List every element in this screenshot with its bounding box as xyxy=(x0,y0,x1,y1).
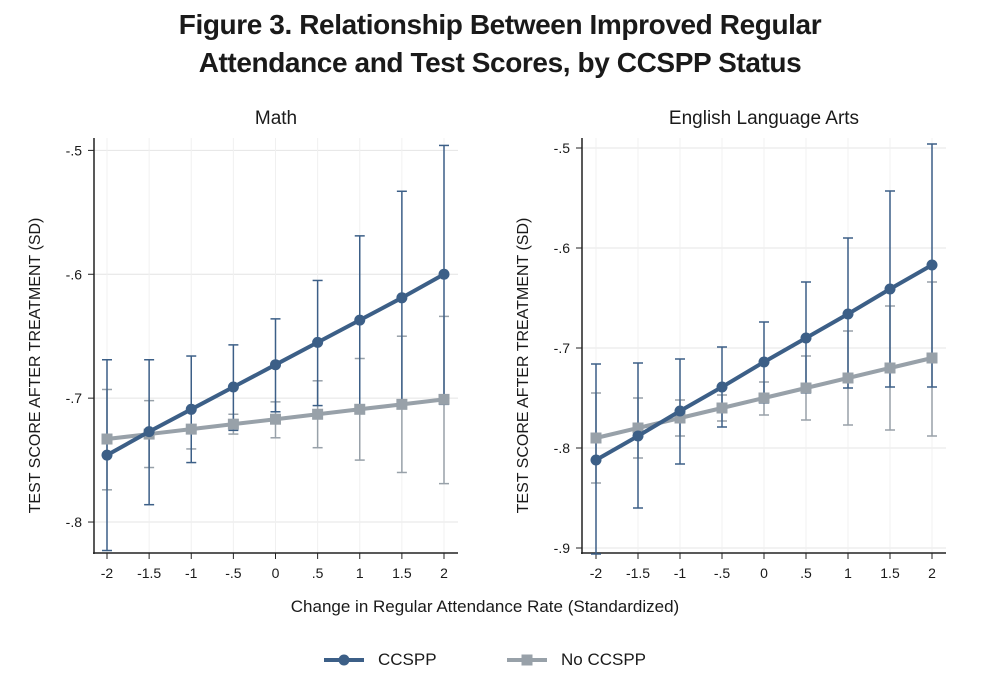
legend-item-ccspp: CCSPP xyxy=(322,646,437,674)
x-tick-label: .5 xyxy=(312,565,324,581)
point-ccspp xyxy=(674,405,686,417)
panel-ela: English Language Arts -.5 -.6 -.7 -.8 -.9 -2 -1… xyxy=(515,108,946,581)
point-ccspp xyxy=(842,308,854,320)
point-ccspp xyxy=(185,403,197,415)
figure-title-line-2: Attendance and Test Scores, by CCSPP Sta… xyxy=(198,47,802,78)
x-tick-label: -.5 xyxy=(225,565,242,581)
point-ccspp xyxy=(590,454,602,466)
point-ccspp xyxy=(354,314,366,326)
figure-title-line-1: Figure 3. Relationship Between Improved … xyxy=(178,9,822,40)
point-ccspp xyxy=(716,381,728,393)
point-ccspp xyxy=(396,292,408,304)
point-no-ccspp xyxy=(716,402,728,414)
point-no-ccspp xyxy=(800,382,812,394)
y-tick-label: -.7 xyxy=(554,340,571,356)
error-bars-ccspp xyxy=(102,144,449,552)
y-tick-label: -.7 xyxy=(66,390,83,406)
point-no-ccspp xyxy=(438,393,450,405)
x-tick-label: 1 xyxy=(356,565,364,581)
y-tick-label: -.8 xyxy=(554,440,571,456)
point-no-ccspp xyxy=(590,432,602,444)
panel-title: English Language Arts xyxy=(669,108,859,129)
point-no-ccspp xyxy=(354,403,366,415)
chart-area: Math-.5-.6-.7-.8-2 -1.5 -1 -.5 0.5 1 1.5 2TEST … xyxy=(27,108,946,581)
x-tick-label: .5 xyxy=(800,565,812,581)
x-tick-label: 1.5 xyxy=(392,565,412,581)
y-axis-label: TEST SCORE AFTER TREATMENT (SD) xyxy=(515,218,532,514)
y-tick-label: -.6 xyxy=(66,266,83,282)
x-tick-label: -1.5 xyxy=(137,565,161,581)
point-ccspp xyxy=(800,332,812,344)
x-tick-label: -2 xyxy=(101,565,114,581)
point-no-ccspp xyxy=(842,372,854,384)
y-tick-label: -.8 xyxy=(66,514,83,530)
point-no-ccspp xyxy=(312,408,324,420)
x-tick-label: -1 xyxy=(674,565,687,581)
figure-title: Figure 3. Relationship Between Improved … xyxy=(0,6,1000,82)
y-tick-label: -.9 xyxy=(554,540,571,556)
point-no-ccspp xyxy=(270,413,281,425)
point-ccspp xyxy=(632,430,644,442)
x-tick-label: -1 xyxy=(185,565,198,581)
panel-math: Math -.5 -.6 -.7 -.8 -2 -1.5 -1 -.5 0 .5 1 1.5 2 TEST … xyxy=(27,108,458,581)
x-tick-label: 2 xyxy=(440,565,448,581)
point-no-ccspp xyxy=(185,423,197,435)
point-ccspp xyxy=(312,336,324,348)
y-tick-label: -.6 xyxy=(554,240,571,256)
legend-item-no-ccspp: No CCSPP xyxy=(505,646,646,674)
x-tick-label: -.5 xyxy=(714,565,731,581)
x-tick-label: 1 xyxy=(844,565,852,581)
point-no-ccspp xyxy=(926,352,938,364)
y-axis-label: TEST SCORE AFTER TREATMENT (SD) xyxy=(27,218,44,514)
point-ccspp xyxy=(270,359,281,371)
point-no-ccspp xyxy=(396,398,408,410)
point-ccspp xyxy=(227,381,239,393)
x-tick-label: 2 xyxy=(928,565,936,581)
point-ccspp xyxy=(143,426,155,438)
point-no-ccspp xyxy=(758,392,770,404)
point-no-ccspp xyxy=(101,433,113,445)
x-tick-label: 0 xyxy=(760,565,768,581)
point-ccspp xyxy=(884,283,896,295)
x-tick-label: -2 xyxy=(590,565,603,581)
shared-x-axis-label: Change in Regular Attendance Rate (Stand… xyxy=(290,597,680,616)
point-ccspp xyxy=(926,259,938,271)
x-tick-label: 1.5 xyxy=(880,565,900,581)
panel-title: Math xyxy=(255,108,297,129)
legend-label-ccspp: CCSPP xyxy=(378,650,437,669)
point-ccspp xyxy=(758,356,770,368)
legend: CCSPP No CCSPP xyxy=(0,646,1000,674)
y-tick-label: -.5 xyxy=(66,142,83,158)
point-ccspp xyxy=(101,449,113,461)
point-no-ccspp xyxy=(884,362,896,374)
point-ccspp xyxy=(438,268,450,280)
legend-label-no-ccspp: No CCSPP xyxy=(561,650,647,669)
legend-marker-square xyxy=(507,654,547,666)
point-no-ccspp xyxy=(227,418,239,430)
point-no-ccspp xyxy=(632,422,644,434)
x-tick-label: -1.5 xyxy=(626,565,650,581)
point-no-ccspp xyxy=(674,412,686,424)
legend-marker-circle xyxy=(324,654,364,666)
y-tick-label: -.5 xyxy=(554,140,571,156)
x-tick-label: 0 xyxy=(272,565,280,581)
